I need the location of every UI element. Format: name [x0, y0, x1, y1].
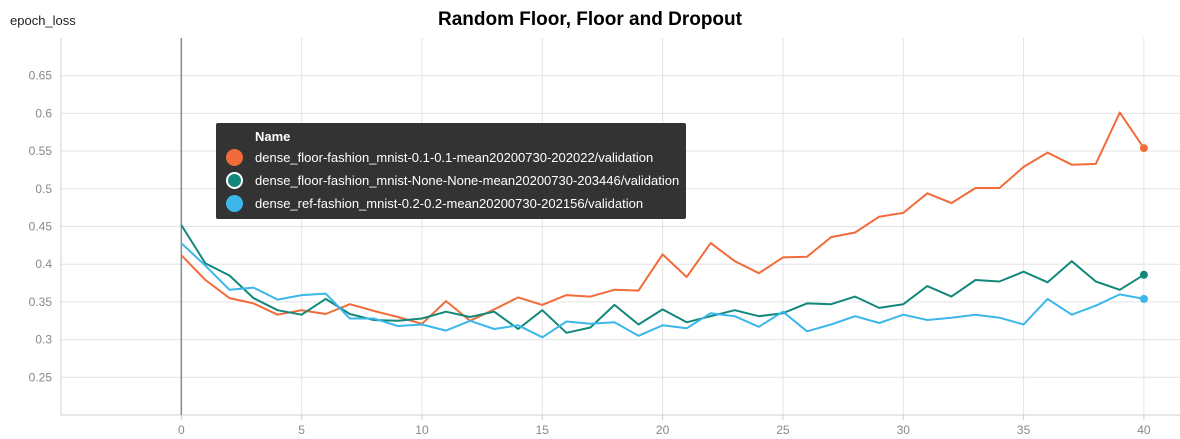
- legend-item-series-3: dense_ref-fashion_mnist-0.2-0.2-mean2020…: [216, 193, 686, 215]
- y-tick-label: 0.5: [35, 182, 52, 196]
- x-tick-label: 40: [1137, 423, 1151, 437]
- series-end-markers: [1139, 144, 1148, 303]
- legend-swatch-icon: [226, 172, 243, 189]
- y-axis-ticks: 0.25 0.3 0.35 0.4 0.45 0.5 0.55 0.6 0.65: [29, 69, 53, 385]
- x-tick-label: 30: [897, 423, 911, 437]
- page-label: epoch_loss: [10, 13, 76, 28]
- legend-label: dense_floor-fashion_mnist-0.1-0.1-mean20…: [255, 150, 654, 165]
- y-tick-label: 0.55: [29, 144, 53, 158]
- series-lines: [180, 111, 1145, 339]
- x-tick-label: 25: [776, 423, 790, 437]
- series-end-point-2: [1139, 270, 1148, 279]
- x-tick-label: 5: [298, 423, 305, 437]
- x-tick-label: 35: [1017, 423, 1031, 437]
- series-line-1: [180, 111, 1145, 325]
- legend-header: Name: [255, 129, 291, 144]
- y-tick-label: 0.35: [29, 295, 53, 309]
- legend-item-series-1: dense_floor-fashion_mnist-0.1-0.1-mean20…: [216, 147, 686, 169]
- legend-label: dense_floor-fashion_mnist-None-None-mean…: [255, 173, 680, 188]
- y-tick-label: 0.65: [29, 69, 53, 83]
- series-end-point-3: [1139, 294, 1148, 303]
- y-tick-label: 0.4: [35, 257, 52, 271]
- series-line-3: [180, 242, 1145, 339]
- y-tick-label: 0.25: [29, 370, 53, 384]
- x-tick-label: 20: [656, 423, 670, 437]
- x-tick-label: 10: [415, 423, 429, 437]
- x-tick-label: 15: [536, 423, 550, 437]
- legend-item-series-2: dense_floor-fashion_mnist-None-None-mean…: [216, 170, 686, 192]
- legend-swatch-icon: [226, 149, 243, 166]
- x-axis-ticks: 0 5 10 15 20 25 30 35 40: [178, 423, 1151, 437]
- legend-swatch-icon: [226, 195, 243, 212]
- chart-title: Random Floor, Floor and Dropout: [438, 9, 742, 30]
- y-tick-label: 0.3: [35, 333, 52, 347]
- legend-tooltip: Name dense_floor-fashion_mnist-0.1-0.1-m…: [216, 123, 686, 219]
- grid-lines: [60, 38, 1180, 420]
- y-tick-label: 0.45: [29, 220, 53, 234]
- y-tick-label: 0.6: [35, 106, 52, 120]
- x-tick-label: 0: [178, 423, 185, 437]
- series-end-point-1: [1139, 144, 1148, 153]
- legend-label: dense_ref-fashion_mnist-0.2-0.2-mean2020…: [255, 196, 644, 211]
